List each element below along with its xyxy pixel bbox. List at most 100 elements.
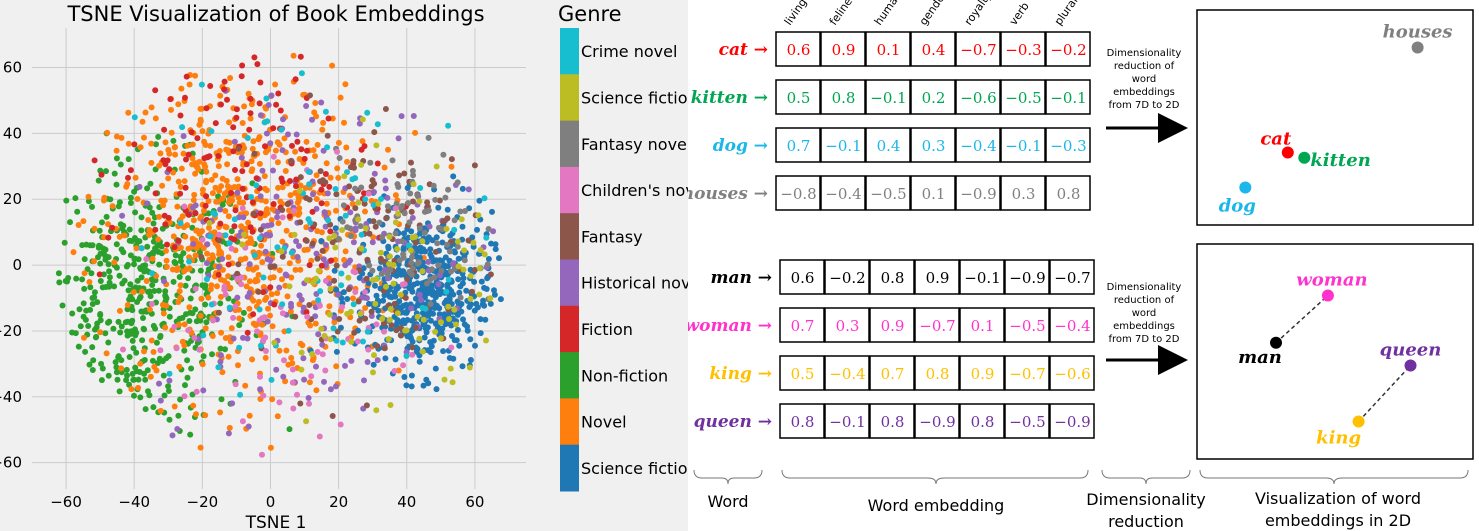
scatter-point (322, 171, 329, 177)
scatter-point (148, 276, 155, 283)
scatter-point (218, 249, 224, 256)
scatter-point (210, 317, 216, 324)
scatter-point (416, 225, 423, 232)
scatter-point (369, 239, 376, 246)
scatter-point (290, 52, 297, 59)
scatter-point (172, 151, 179, 158)
scatter-point (247, 110, 254, 117)
scatter-point (352, 227, 359, 234)
scatter-point (376, 219, 383, 226)
scatter-point (65, 275, 72, 281)
scatter-point (350, 268, 357, 275)
scatter-point (136, 238, 143, 245)
scatter-point (152, 115, 159, 122)
scatter-point (231, 216, 238, 223)
scatter-point (301, 155, 308, 162)
scatter-point (228, 190, 235, 196)
scatter-point (434, 288, 441, 295)
scatter-point (375, 200, 382, 207)
embedding-value: 0.9 (832, 41, 856, 59)
scatter-point (337, 94, 344, 101)
scatter-point (392, 230, 399, 237)
scatter-point (401, 230, 407, 237)
scatter-point (296, 243, 302, 249)
scatter-point (362, 225, 369, 232)
embedding-cell (1045, 31, 1091, 67)
scatter-point (181, 347, 188, 354)
scatter-point (279, 178, 286, 185)
embedding-value: −0.5 (1005, 89, 1041, 107)
scatter-point (377, 249, 384, 256)
scatter-point (471, 266, 478, 273)
scatter-point (279, 238, 286, 245)
scatter-point (174, 426, 181, 432)
scatter-point (316, 302, 323, 309)
scatter-point (484, 275, 491, 282)
scatter-point (410, 198, 416, 205)
embedding-cell (865, 175, 911, 211)
scatter-point (425, 134, 432, 141)
scatter-point (257, 342, 264, 349)
scatter-point (234, 294, 241, 301)
scatter-point (204, 250, 211, 257)
legend-label: Children's novel (581, 181, 688, 200)
scatter-point (91, 157, 98, 164)
embedding-value: 0.8 (832, 89, 856, 107)
scatter-point (176, 288, 183, 295)
embedding-cell (1045, 127, 1091, 163)
scatter-point (259, 167, 266, 174)
scatter-point (95, 177, 102, 184)
scatter-point (379, 315, 386, 322)
scatter-point (170, 233, 177, 240)
scatter-point (323, 200, 330, 207)
scatter-point (397, 205, 404, 211)
scatter-point (183, 156, 189, 163)
scatter-point (401, 374, 408, 380)
scatter-point (386, 261, 392, 267)
scatter-point (163, 247, 169, 254)
scatter-point (118, 134, 125, 141)
embedding-value: −0.1 (1050, 89, 1086, 107)
scatter-point (192, 306, 199, 313)
scatter-point (428, 254, 435, 261)
scatter-point (243, 283, 250, 290)
scatter-point (325, 115, 332, 122)
embedding-value: −0.4 (960, 137, 996, 155)
scatter-point (290, 405, 297, 412)
scatter-point (90, 357, 97, 364)
scatter-point (425, 258, 432, 265)
scatter-point (191, 191, 198, 198)
scatter-point (409, 351, 416, 358)
scatter-point (157, 150, 164, 157)
embedding-cell (959, 259, 1005, 295)
scatter-point (222, 232, 229, 239)
scatter-point (228, 185, 235, 192)
scatter-point (344, 158, 350, 165)
scatter-point (137, 266, 144, 272)
scatter-point (465, 186, 472, 193)
scatter-point (381, 164, 388, 171)
scatter-point (175, 412, 182, 419)
scatter-point (239, 120, 246, 126)
legend-swatch (560, 28, 579, 75)
scatter-point (144, 185, 151, 192)
scatter-point (203, 105, 210, 112)
scatter-point (125, 174, 131, 181)
scatter-point (485, 256, 492, 262)
column-header: feline (827, 0, 855, 28)
embedding-value: 0.1 (877, 41, 901, 59)
scatter-point (306, 302, 313, 308)
embedding-cell (824, 403, 870, 439)
scatter-point (138, 245, 145, 252)
scatter-point (106, 274, 113, 281)
scatter-point (385, 275, 391, 282)
scatter-point (237, 256, 244, 263)
scatter-point (218, 183, 225, 190)
embedding-cell (865, 127, 911, 163)
scatter-point (105, 254, 112, 261)
scatter-point (223, 224, 230, 231)
scatter-point (124, 261, 131, 268)
scatter-point (255, 288, 262, 295)
embedding-value: 0.4 (922, 41, 946, 59)
scatter-point (324, 144, 331, 151)
